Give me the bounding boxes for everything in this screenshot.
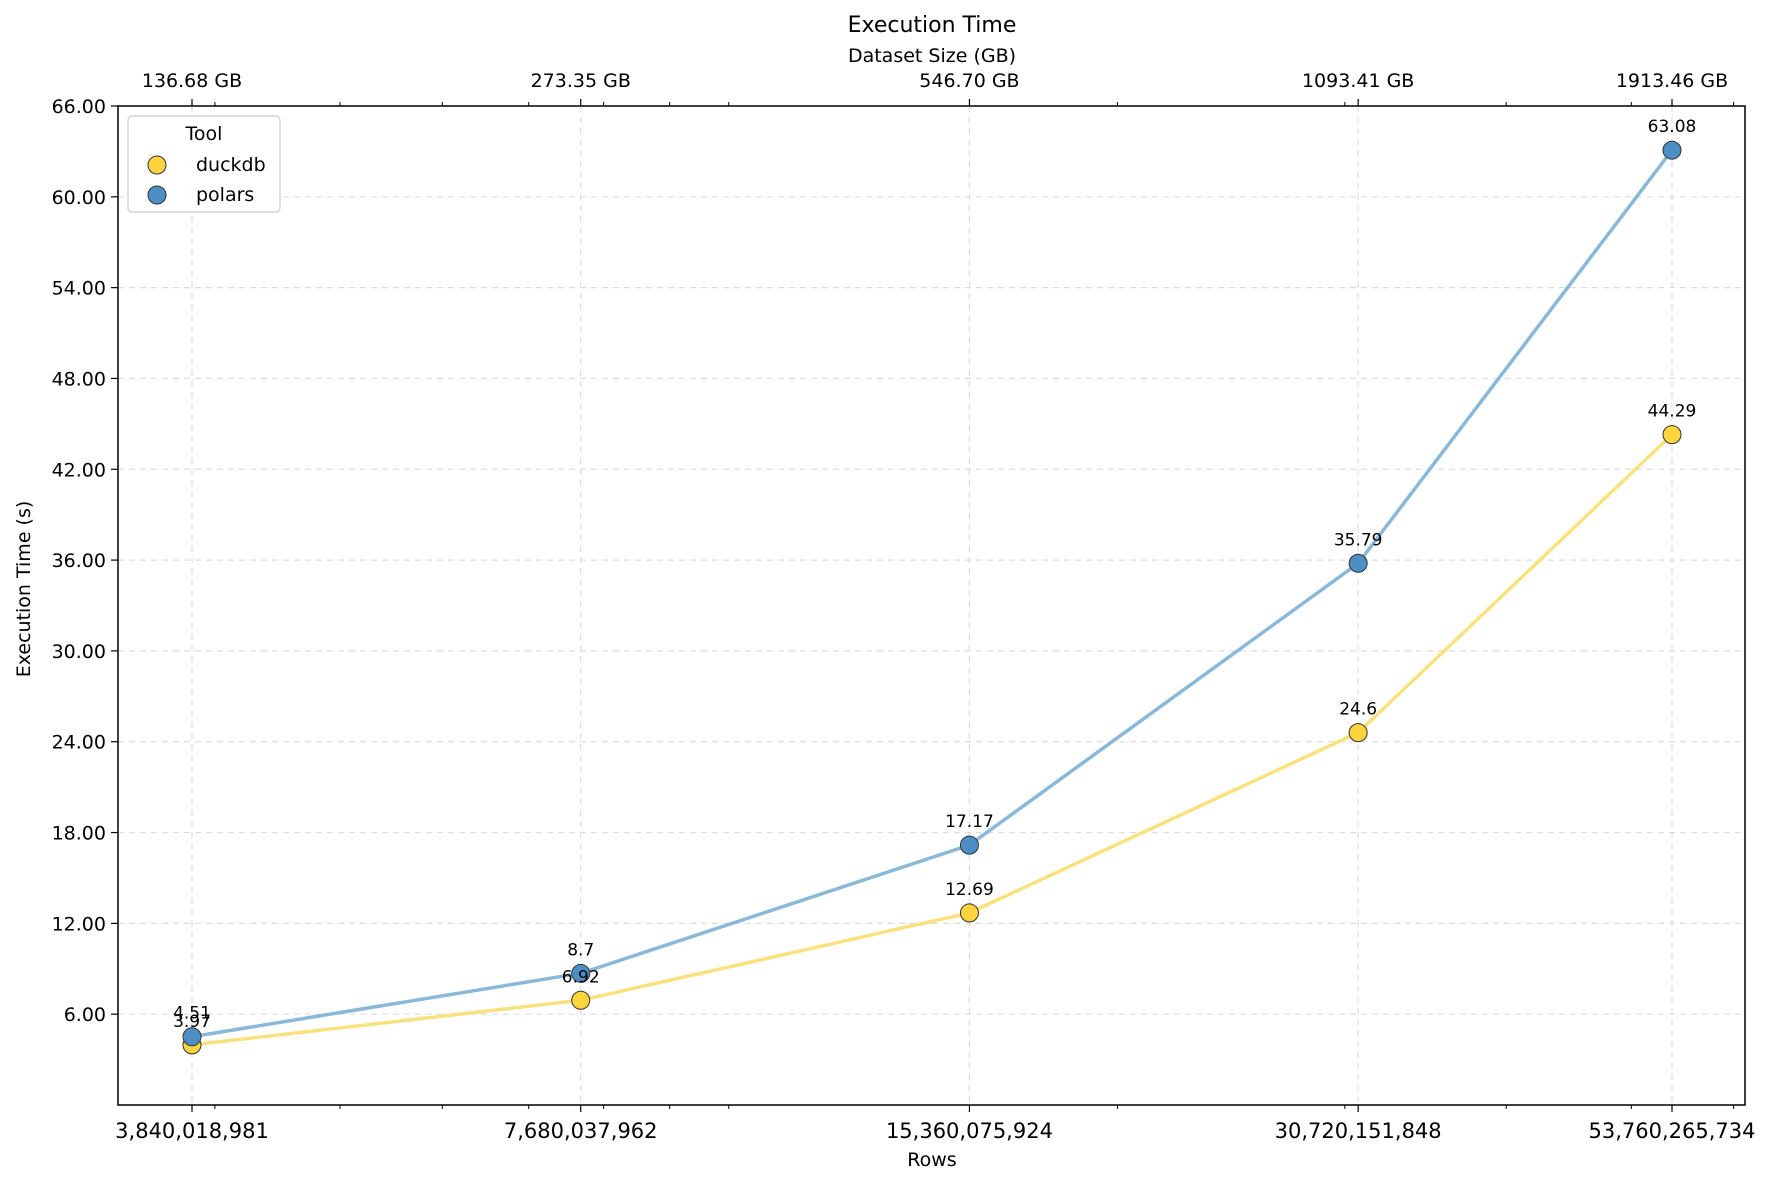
data-point-duckdb xyxy=(959,903,979,923)
x-tick-label: 3,840,018,981 xyxy=(115,1119,269,1143)
data-label-polars: 17.17 xyxy=(945,812,994,832)
y-tick-label: 54.00 xyxy=(52,278,106,300)
data-point-duckdb xyxy=(1348,723,1368,743)
data-point-duckdb xyxy=(571,990,591,1010)
series-line-duckdb xyxy=(191,433,1674,1047)
y-tick-label: 6.00 xyxy=(64,1004,106,1026)
plot-frame xyxy=(117,105,1746,1106)
legend-marker-duckdb xyxy=(147,155,167,175)
y-tick-label: 60.00 xyxy=(52,187,106,209)
legend-label-duckdb: duckdb xyxy=(196,154,266,176)
chart-title: Execution Time xyxy=(848,13,1017,38)
top-tick-label: 546.70 GB xyxy=(919,70,1019,92)
data-point-polars xyxy=(571,963,591,983)
data-label-polars: 63.08 xyxy=(1648,117,1697,137)
grid xyxy=(118,105,1745,1105)
data-labels: 3.97 6.92 12.69 24.6 44.29 4.51 8.7 17.17 35.79 6… xyxy=(173,117,1696,1032)
legend-box xyxy=(127,115,281,213)
series-markers xyxy=(182,140,1682,1055)
legend-title: Tool xyxy=(185,123,223,145)
y-tick-label: 66.00 xyxy=(52,96,106,118)
data-label-duckdb: 44.29 xyxy=(1648,402,1697,422)
y-tick-label: 36.00 xyxy=(52,550,106,572)
top-tick-label: 1913.46 GB xyxy=(1616,70,1728,92)
y-axis-label: Execution Time (s) xyxy=(13,501,35,678)
y-tick-label: 18.00 xyxy=(52,823,106,845)
data-label-duckdb: 6.92 xyxy=(562,967,600,987)
top-tick-label: 273.35 GB xyxy=(531,70,631,92)
y-tick-label: 42.00 xyxy=(52,459,106,481)
data-label-duckdb: 24.6 xyxy=(1339,700,1377,720)
top-axis-label: Dataset Size (GB) xyxy=(848,45,1016,67)
data-point-polars xyxy=(182,1027,202,1047)
y-tick-label: 48.00 xyxy=(52,368,106,390)
legend: Tool duckdb polars xyxy=(127,115,281,213)
data-point-polars xyxy=(1662,140,1682,160)
data-label-polars: 4.51 xyxy=(173,1004,211,1024)
x-tick-label: 30,720,151,848 xyxy=(1275,1119,1442,1143)
y-tick-label: 12.00 xyxy=(52,913,106,935)
series-lines xyxy=(191,149,1674,1047)
data-point-polars xyxy=(959,835,979,855)
axes: 6.00 12.00 18.00 24.00 30.00 36.00 42.00 48.00 5… xyxy=(52,70,1756,1143)
top-tick-label: 136.68 GB xyxy=(142,70,242,92)
x-tick-label: 15,360,075,924 xyxy=(886,1119,1053,1143)
data-label-polars: 8.7 xyxy=(567,940,594,960)
y-tick-label: 30.00 xyxy=(52,641,106,663)
data-point-duckdb xyxy=(1662,425,1682,445)
x-axis-label: Rows xyxy=(907,1149,956,1171)
legend-label-polars: polars xyxy=(196,184,254,206)
x-tick-label: 53,760,265,734 xyxy=(1589,1119,1756,1143)
data-label-duckdb: 12.69 xyxy=(945,880,994,900)
data-point-polars xyxy=(1348,553,1368,573)
data-label-duckdb: 3.97 xyxy=(173,1012,211,1032)
legend-marker-polars xyxy=(147,185,167,205)
top-tick-label: 1093.41 GB xyxy=(1302,70,1414,92)
y-tick-label: 24.00 xyxy=(52,732,106,754)
x-tick-label: 7,680,037,962 xyxy=(504,1119,658,1143)
data-label-polars: 35.79 xyxy=(1334,530,1383,550)
series-line-polars xyxy=(191,149,1674,1039)
